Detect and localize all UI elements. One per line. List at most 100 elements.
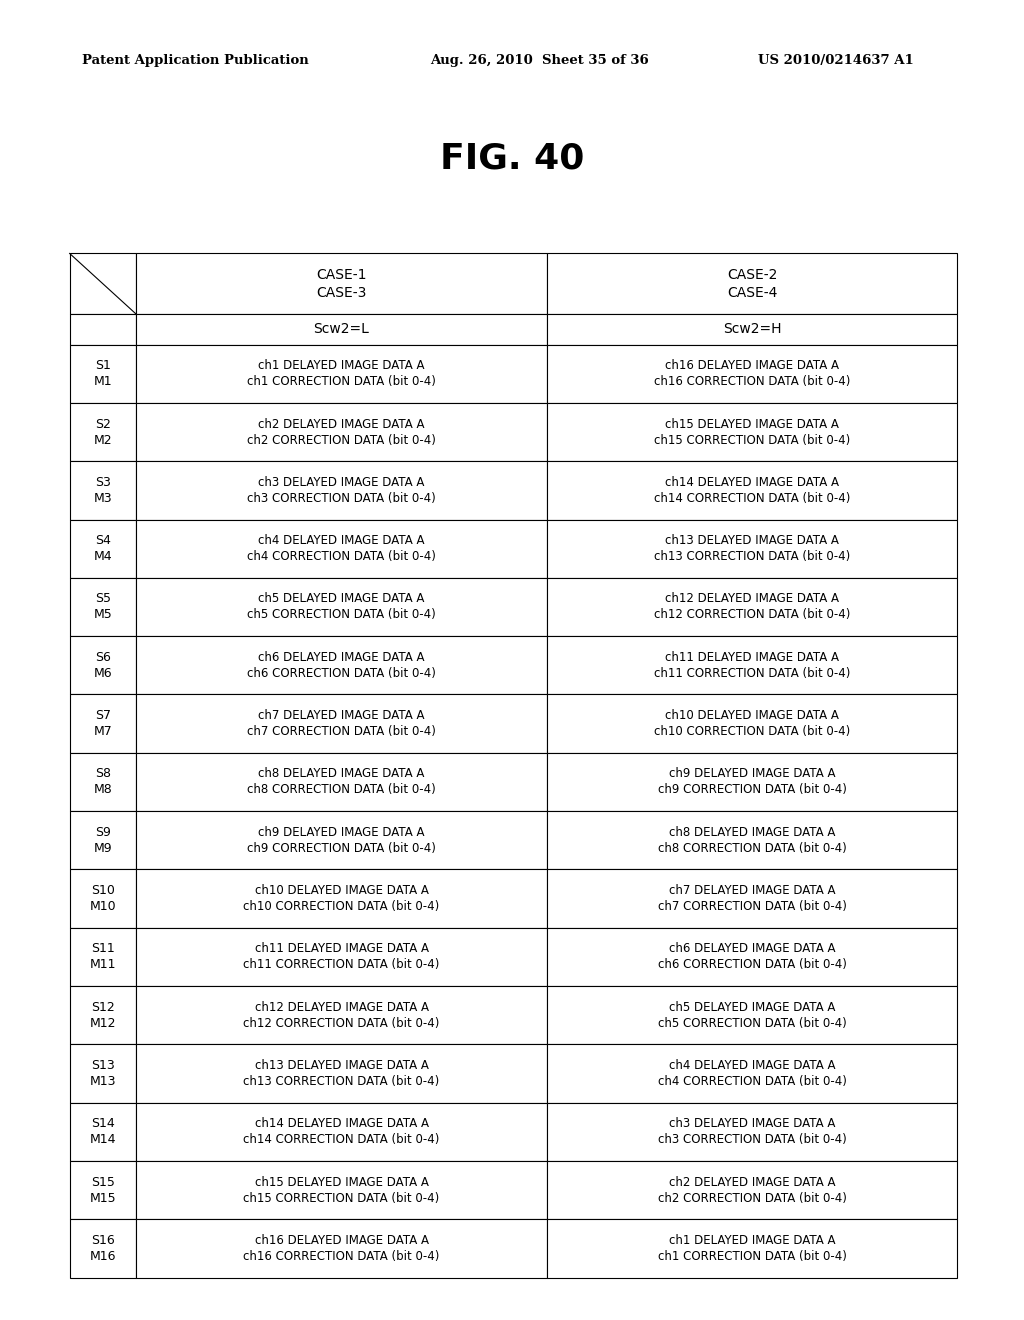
Bar [136,253,547,314]
Bar [70,314,136,345]
Text: CASE-1
CASE-3: CASE-1 CASE-3 [316,268,367,300]
Text: ch3 DELAYED IMAGE DATA A
ch3 CORRECTION DATA (bit 0-4): ch3 DELAYED IMAGE DATA A ch3 CORRECTION … [657,1118,847,1147]
Text: ch9 DELAYED IMAGE DATA A
ch9 CORRECTION DATA (bit 0-4): ch9 DELAYED IMAGE DATA A ch9 CORRECTION … [657,767,847,796]
Text: Scw2=H: Scw2=H [723,322,781,337]
Text: ch15 DELAYED IMAGE DATA A
ch15 CORRECTION DATA (bit 0-4): ch15 DELAYED IMAGE DATA A ch15 CORRECTIO… [244,1176,439,1205]
Text: ch2 DELAYED IMAGE DATA A
ch2 CORRECTION DATA (bit 0-4): ch2 DELAYED IMAGE DATA A ch2 CORRECTION … [247,417,436,446]
Text: ch15 DELAYED IMAGE DATA A
ch15 CORRECTION DATA (bit 0-4): ch15 DELAYED IMAGE DATA A ch15 CORRECTIO… [654,417,850,446]
Text: ch10 DELAYED IMAGE DATA A
ch10 CORRECTION DATA (bit 0-4): ch10 DELAYED IMAGE DATA A ch10 CORRECTIO… [244,884,439,913]
Bar [547,636,957,694]
Bar [136,870,547,928]
Text: S13
M13: S13 M13 [90,1059,116,1088]
Text: ch4 DELAYED IMAGE DATA A
ch4 CORRECTION DATA (bit 0-4): ch4 DELAYED IMAGE DATA A ch4 CORRECTION … [657,1059,847,1088]
Text: S15
M15: S15 M15 [90,1176,117,1205]
Text: ch10 DELAYED IMAGE DATA A
ch10 CORRECTION DATA (bit 0-4): ch10 DELAYED IMAGE DATA A ch10 CORRECTIO… [654,709,850,738]
Text: ch9 DELAYED IMAGE DATA A
ch9 CORRECTION DATA (bit 0-4): ch9 DELAYED IMAGE DATA A ch9 CORRECTION … [247,826,436,855]
Bar [547,1162,957,1220]
Bar [136,461,547,520]
Bar [136,810,547,870]
Text: ch11 DELAYED IMAGE DATA A
ch11 CORRECTION DATA (bit 0-4): ch11 DELAYED IMAGE DATA A ch11 CORRECTIO… [244,942,439,972]
Text: ch1 DELAYED IMAGE DATA A
ch1 CORRECTION DATA (bit 0-4): ch1 DELAYED IMAGE DATA A ch1 CORRECTION … [247,359,436,388]
Bar [547,578,957,636]
Text: ch6 DELAYED IMAGE DATA A
ch6 CORRECTION DATA (bit 0-4): ch6 DELAYED IMAGE DATA A ch6 CORRECTION … [247,651,436,680]
Text: ch3 DELAYED IMAGE DATA A
ch3 CORRECTION DATA (bit 0-4): ch3 DELAYED IMAGE DATA A ch3 CORRECTION … [247,475,436,504]
Bar [547,986,957,1044]
Bar [70,752,136,810]
Bar [547,253,957,314]
Bar [547,810,957,870]
Bar [136,1044,547,1102]
Bar [547,461,957,520]
Bar [136,403,547,461]
Text: ch7 DELAYED IMAGE DATA A
ch7 CORRECTION DATA (bit 0-4): ch7 DELAYED IMAGE DATA A ch7 CORRECTION … [657,884,847,913]
Text: S12
M12: S12 M12 [90,1001,116,1030]
Bar [547,520,957,578]
Text: US 2010/0214637 A1: US 2010/0214637 A1 [758,54,913,67]
Bar [136,694,547,752]
Bar [70,1102,136,1162]
Bar [547,752,957,810]
Text: ch16 DELAYED IMAGE DATA A
ch16 CORRECTION DATA (bit 0-4): ch16 DELAYED IMAGE DATA A ch16 CORRECTIO… [654,359,850,388]
Bar [136,578,547,636]
Text: S1
M1: S1 M1 [93,359,113,388]
Bar [547,345,957,403]
Bar [70,986,136,1044]
Text: ch13 DELAYED IMAGE DATA A
ch13 CORRECTION DATA (bit 0-4): ch13 DELAYED IMAGE DATA A ch13 CORRECTIO… [654,535,850,564]
Bar [70,870,136,928]
Bar [70,694,136,752]
Bar [547,403,957,461]
Text: Scw2=L: Scw2=L [313,322,370,337]
Bar [547,314,957,345]
Text: ch7 DELAYED IMAGE DATA A
ch7 CORRECTION DATA (bit 0-4): ch7 DELAYED IMAGE DATA A ch7 CORRECTION … [247,709,436,738]
Bar [70,636,136,694]
Bar [70,928,136,986]
Bar [547,1102,957,1162]
Bar [136,314,547,345]
Bar [70,1162,136,1220]
Bar [547,694,957,752]
Text: S2
M2: S2 M2 [93,417,113,446]
Text: ch1 DELAYED IMAGE DATA A
ch1 CORRECTION DATA (bit 0-4): ch1 DELAYED IMAGE DATA A ch1 CORRECTION … [657,1234,847,1263]
Text: ch5 DELAYED IMAGE DATA A
ch5 CORRECTION DATA (bit 0-4): ch5 DELAYED IMAGE DATA A ch5 CORRECTION … [657,1001,847,1030]
Text: ch8 DELAYED IMAGE DATA A
ch8 CORRECTION DATA (bit 0-4): ch8 DELAYED IMAGE DATA A ch8 CORRECTION … [657,826,847,855]
Bar [70,520,136,578]
Text: ch6 DELAYED IMAGE DATA A
ch6 CORRECTION DATA (bit 0-4): ch6 DELAYED IMAGE DATA A ch6 CORRECTION … [657,942,847,972]
Bar [136,520,547,578]
Bar [136,1162,547,1220]
Text: S5
M5: S5 M5 [93,593,113,622]
Text: Patent Application Publication: Patent Application Publication [82,54,308,67]
Text: ch8 DELAYED IMAGE DATA A
ch8 CORRECTION DATA (bit 0-4): ch8 DELAYED IMAGE DATA A ch8 CORRECTION … [247,767,436,796]
Bar [70,578,136,636]
Text: ch4 DELAYED IMAGE DATA A
ch4 CORRECTION DATA (bit 0-4): ch4 DELAYED IMAGE DATA A ch4 CORRECTION … [247,535,436,564]
Text: Aug. 26, 2010  Sheet 35 of 36: Aug. 26, 2010 Sheet 35 of 36 [430,54,649,67]
Text: S11
M11: S11 M11 [90,942,116,972]
Text: ch14 DELAYED IMAGE DATA A
ch14 CORRECTION DATA (bit 0-4): ch14 DELAYED IMAGE DATA A ch14 CORRECTIO… [654,475,850,504]
Text: S3
M3: S3 M3 [93,475,113,504]
Bar [70,1220,136,1278]
Text: ch14 DELAYED IMAGE DATA A
ch14 CORRECTION DATA (bit 0-4): ch14 DELAYED IMAGE DATA A ch14 CORRECTIO… [244,1118,439,1147]
Text: S4
M4: S4 M4 [93,535,113,564]
Text: ch5 DELAYED IMAGE DATA A
ch5 CORRECTION DATA (bit 0-4): ch5 DELAYED IMAGE DATA A ch5 CORRECTION … [247,593,436,622]
Text: S10
M10: S10 M10 [90,884,117,913]
Bar [136,1220,547,1278]
Text: S6
M6: S6 M6 [93,651,113,680]
Text: ch2 DELAYED IMAGE DATA A
ch2 CORRECTION DATA (bit 0-4): ch2 DELAYED IMAGE DATA A ch2 CORRECTION … [657,1176,847,1205]
Text: ch12 DELAYED IMAGE DATA A
ch12 CORRECTION DATA (bit 0-4): ch12 DELAYED IMAGE DATA A ch12 CORRECTIO… [244,1001,439,1030]
Text: S8
M8: S8 M8 [93,767,113,796]
Text: ch13 DELAYED IMAGE DATA A
ch13 CORRECTION DATA (bit 0-4): ch13 DELAYED IMAGE DATA A ch13 CORRECTIO… [244,1059,439,1088]
Bar [136,986,547,1044]
Bar [70,403,136,461]
Text: CASE-2
CASE-4: CASE-2 CASE-4 [727,268,777,300]
Text: FIG. 40: FIG. 40 [440,141,584,176]
Bar [547,870,957,928]
Text: ch16 DELAYED IMAGE DATA A
ch16 CORRECTION DATA (bit 0-4): ch16 DELAYED IMAGE DATA A ch16 CORRECTIO… [244,1234,439,1263]
Bar [136,1102,547,1162]
Text: S7
M7: S7 M7 [93,709,113,738]
Bar [136,636,547,694]
Bar [70,253,136,314]
Bar [547,928,957,986]
Bar [136,345,547,403]
Text: S16
M16: S16 M16 [90,1234,116,1263]
Bar [70,810,136,870]
Bar [70,345,136,403]
